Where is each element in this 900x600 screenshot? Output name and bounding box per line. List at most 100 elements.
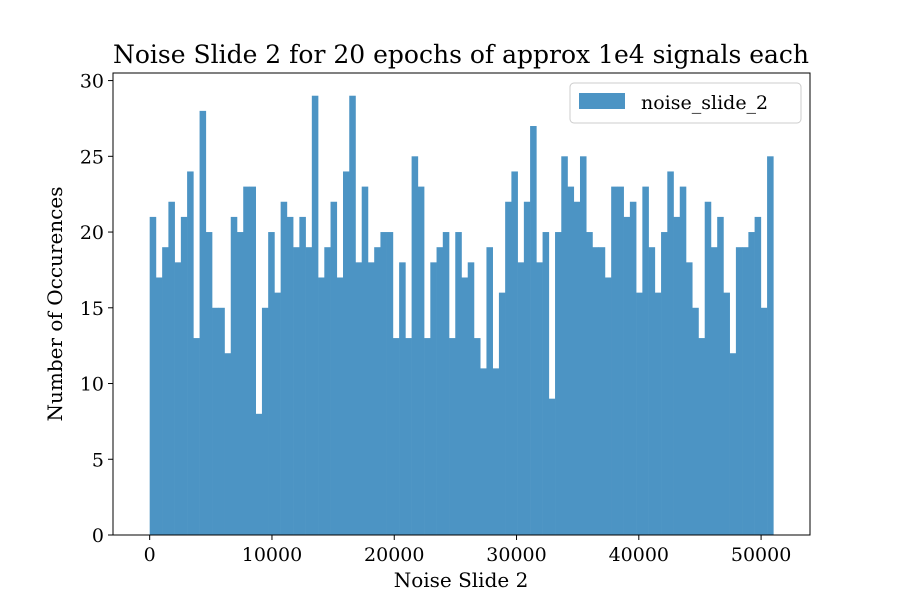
y-tick-label: 5 (92, 449, 104, 471)
histogram-bar (230, 216, 238, 535)
y-tick-label: 15 (80, 298, 104, 320)
histogram-bar (361, 186, 369, 535)
histogram-bar (349, 95, 356, 535)
histogram-bar (648, 247, 656, 535)
x-tick-label: 40000 (609, 544, 669, 566)
legend-swatch (579, 93, 625, 109)
histogram-bar (642, 186, 649, 535)
histogram-bar (604, 277, 612, 535)
x-tick-label: 0 (144, 544, 156, 566)
y-tick-label: 10 (80, 374, 104, 396)
histogram-bar (710, 247, 718, 535)
histogram-bar (380, 232, 387, 535)
histogram-bar (305, 247, 313, 535)
histogram-bar (299, 216, 306, 535)
histogram-bar (567, 186, 575, 535)
histogram-bar (573, 201, 581, 536)
histogram-bar (686, 262, 693, 535)
histogram-bar (355, 262, 363, 535)
histogram-bar (523, 201, 531, 536)
y-axis-ticks: 0 5 10 15 20 25 30 (80, 71, 113, 547)
y-tick-label: 25 (80, 146, 104, 168)
histogram-bar (268, 232, 275, 535)
histogram-bar (480, 368, 487, 535)
histogram-bar (280, 201, 288, 536)
histogram-bar (498, 292, 506, 535)
histogram-bar (449, 338, 456, 535)
histogram-bar (343, 171, 350, 535)
histogram-bar (530, 126, 537, 536)
histogram-bar (212, 307, 219, 535)
histogram-bar (742, 247, 749, 535)
y-tick-label: 30 (80, 71, 104, 93)
histogram-bar (555, 232, 562, 535)
x-tick-label: 20000 (364, 544, 424, 566)
histogram-bar (629, 201, 637, 536)
x-tick-label: 50000 (731, 544, 791, 566)
histogram-bar (162, 247, 169, 535)
histogram-bar (579, 156, 587, 536)
histogram-bar (424, 338, 431, 535)
histogram-bar (679, 186, 687, 535)
histogram-bar (729, 353, 737, 535)
histogram-bar (168, 201, 175, 536)
legend-label: noise_slide_2 (641, 92, 768, 114)
y-axis-label: Number of Occurences (43, 187, 67, 422)
histogram-bar (442, 232, 450, 535)
histogram-bar (704, 201, 712, 536)
histogram-bar (236, 232, 244, 535)
histogram-bar (586, 232, 593, 535)
histogram-bar (717, 216, 724, 535)
histogram-bar (293, 247, 300, 535)
histogram-bar (654, 292, 662, 535)
histogram-bar (723, 292, 730, 535)
histogram-bar (473, 338, 481, 535)
histogram-bar (611, 186, 618, 535)
histogram-bar (767, 156, 774, 536)
legend-frame (569, 82, 802, 124)
histogram-bar (261, 307, 269, 535)
histogram-bar (336, 277, 344, 535)
histogram-bar (511, 171, 518, 535)
histogram-bar (180, 216, 188, 535)
histogram-bar (193, 338, 200, 535)
histogram-bar (411, 156, 419, 536)
histogram-bar (735, 247, 743, 535)
histogram-bar (311, 95, 319, 535)
histogram-bar (673, 216, 681, 535)
histogram-bar (467, 262, 475, 535)
histogram-bar (760, 307, 768, 535)
histogram-bar (536, 262, 543, 535)
histogram-bar (754, 216, 762, 535)
histogram-bar (548, 398, 556, 535)
x-tick-label: 30000 (486, 544, 546, 566)
histogram-bar (386, 232, 394, 535)
histogram-bar (218, 307, 225, 535)
x-axis-label: Noise Slide 2 (394, 568, 529, 592)
histogram-bar (461, 277, 469, 535)
histogram-bar (636, 292, 643, 535)
histogram-bar (592, 247, 599, 535)
histogram-bar (617, 186, 624, 535)
histogram-bar (561, 156, 568, 536)
histogram-bar (399, 262, 406, 535)
histogram-bar (748, 232, 755, 535)
histogram-bar (330, 201, 338, 536)
histogram-bar (155, 277, 163, 535)
histogram-bar (224, 353, 232, 535)
histogram-bar (367, 262, 375, 535)
histogram-bar (255, 413, 263, 535)
histogram-bar (249, 186, 257, 535)
histogram-bar (692, 307, 699, 535)
histogram-bar (417, 186, 425, 535)
histogram-bar (205, 232, 213, 535)
histogram-bar (492, 368, 500, 535)
histogram-bar (243, 186, 250, 535)
histogram-bar (698, 338, 706, 535)
histogram-bar (667, 171, 674, 535)
histogram-bar (661, 232, 668, 535)
y-tick-label: 20 (80, 222, 104, 244)
histogram-bar (392, 338, 400, 535)
histogram-bar (405, 338, 412, 535)
